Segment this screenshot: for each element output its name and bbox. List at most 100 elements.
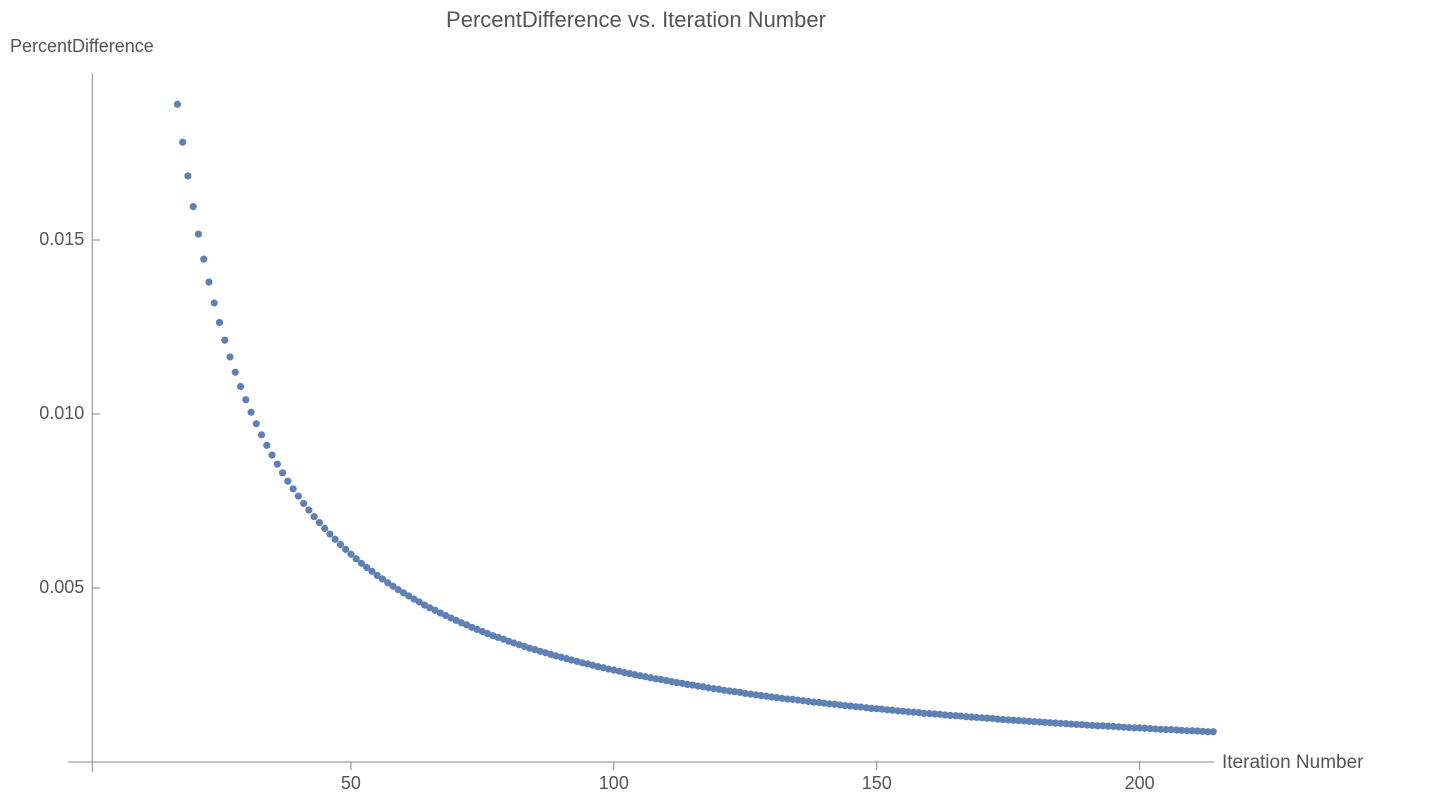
point [799,697,807,705]
point [347,550,355,558]
point [236,382,245,391]
point [746,690,755,698]
point [1172,726,1181,734]
point [1099,722,1107,730]
point [788,695,797,703]
point [1046,719,1054,727]
point [321,524,329,533]
point [936,710,944,718]
point [352,555,360,563]
point [951,712,960,720]
point [278,469,287,477]
point [1151,725,1159,733]
point [1088,721,1096,730]
point [915,708,923,717]
point [247,408,255,416]
point [331,535,339,543]
point [189,202,197,211]
point [1209,728,1217,736]
x-tick-label: 50 [341,773,361,793]
point [810,698,818,706]
point [368,567,376,575]
point [363,563,371,572]
point [294,492,302,500]
point [389,582,397,590]
point [873,705,881,713]
point [399,589,408,597]
point [778,694,786,702]
point [978,714,986,722]
point [946,711,954,719]
point [1141,724,1149,732]
point [883,706,891,714]
point [767,693,776,701]
point [852,703,860,711]
point [673,679,681,687]
point [825,700,834,708]
point [930,710,939,718]
point [741,689,749,698]
point [909,708,918,716]
y-tick-label: 0.010 [39,403,84,423]
point [1062,720,1070,728]
point [1078,721,1086,729]
point [1041,718,1049,726]
point [752,691,760,699]
point [1125,723,1133,732]
point [710,684,718,693]
point [1009,716,1018,724]
point [878,705,886,713]
point [310,513,318,521]
point [1167,726,1175,734]
point [226,353,234,361]
point [1120,723,1128,731]
point [862,704,870,712]
x-tick-label: 100 [599,773,629,793]
point [300,499,308,508]
point [1109,722,1117,731]
point [831,700,839,708]
point [284,477,292,485]
point [941,711,949,719]
point [920,709,928,717]
point [841,702,849,710]
point [1178,726,1186,734]
point [384,579,392,587]
point [257,431,266,439]
point [904,708,912,716]
point [184,172,192,180]
point [836,701,844,709]
point [694,682,702,690]
point [326,530,334,538]
y-tick-label: 0.015 [39,229,84,249]
point [867,704,876,713]
point [857,703,865,711]
point [1146,724,1154,733]
point [378,575,387,583]
point [1130,724,1138,732]
point [1004,716,1012,724]
point [1183,727,1191,735]
point [704,684,713,692]
point [194,230,203,238]
point [1162,726,1170,734]
x-axis-label: Iteration Number [1222,752,1364,773]
y-tick-label: 0.005 [39,577,84,597]
point [405,592,413,600]
point [804,697,812,706]
point [762,692,770,700]
point [794,696,802,704]
point [1036,718,1044,726]
point [1104,722,1112,730]
point [1072,720,1081,729]
point [967,713,975,721]
point [263,441,271,449]
point [215,318,224,327]
point [200,255,208,263]
point [757,691,765,700]
point [988,714,996,723]
point [815,698,823,707]
point [820,699,828,707]
point [1083,721,1091,729]
